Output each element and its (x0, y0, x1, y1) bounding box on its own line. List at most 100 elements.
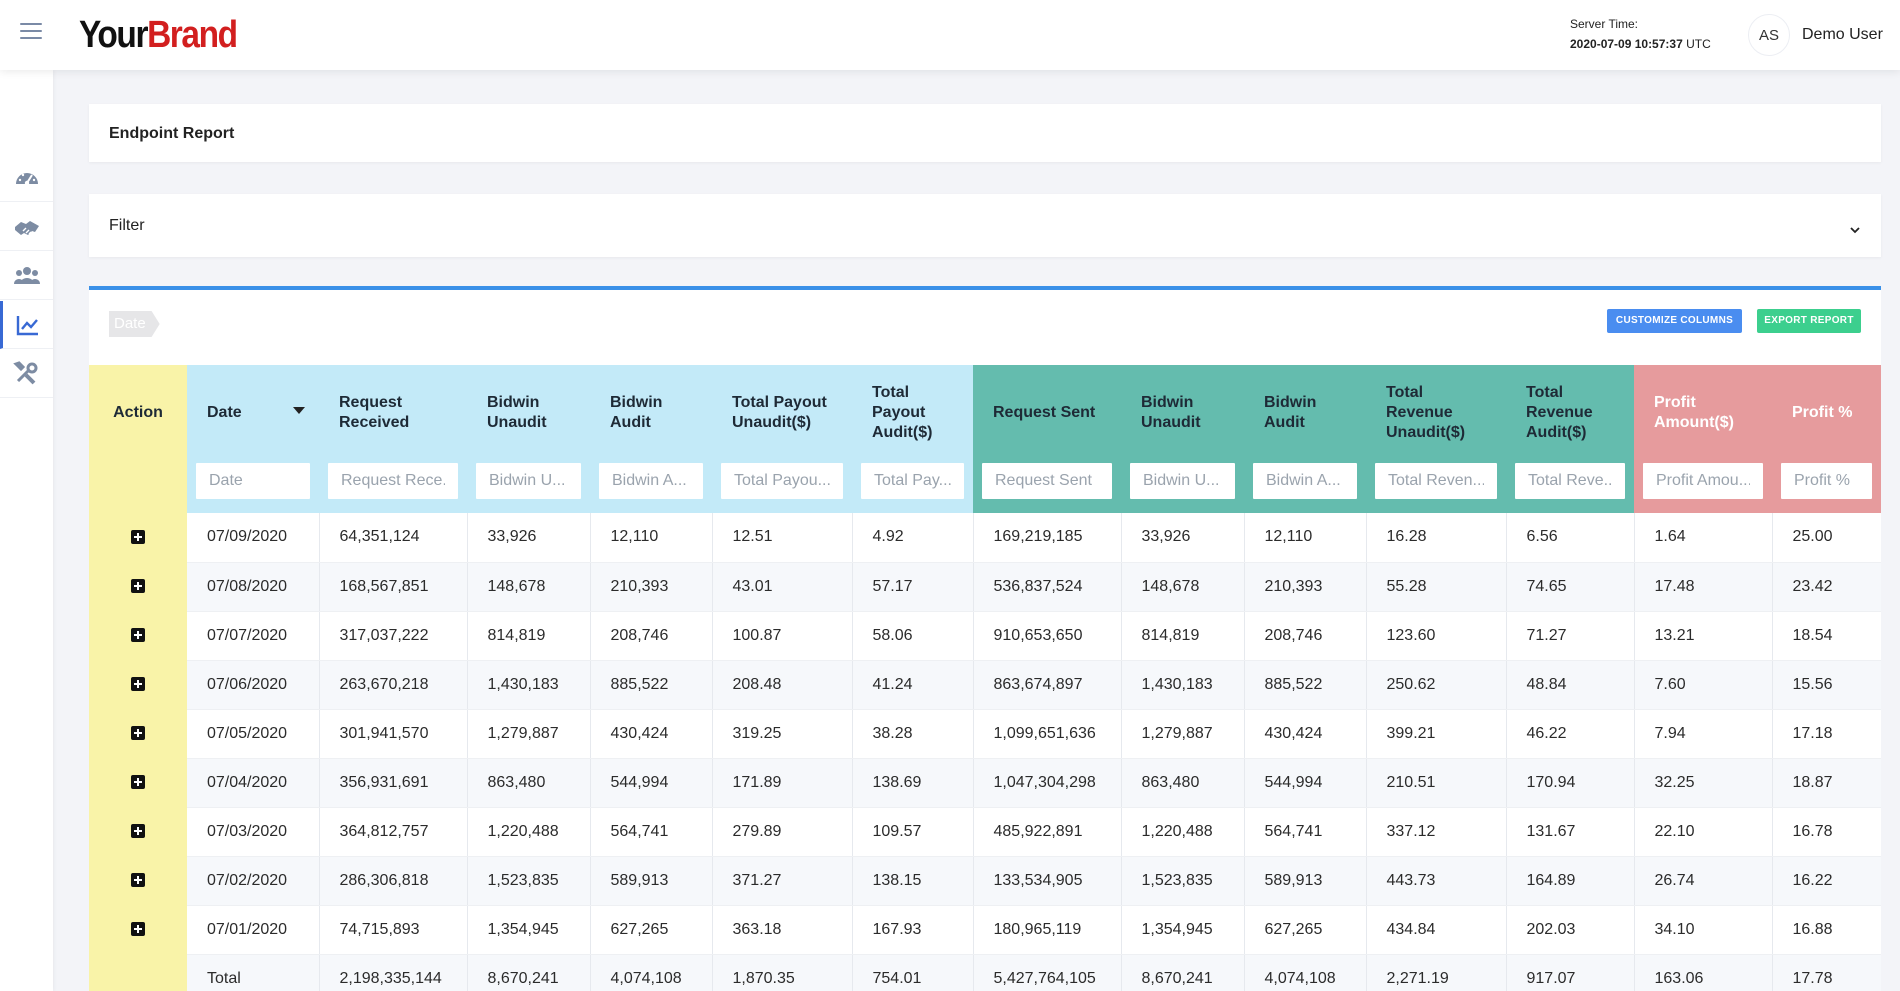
table-cell: 07/09/2020 (187, 513, 320, 563)
sidebar-item-reports[interactable] (0, 301, 53, 349)
table-cell: 319.25 (712, 709, 853, 759)
col-header-bidwin-audit[interactable]: Bidwin Audit (590, 365, 712, 461)
chevron-down-icon[interactable] (1847, 222, 1863, 238)
action-cell (89, 660, 187, 709)
sidebar-item-users[interactable] (0, 252, 53, 300)
table-cell: 23.42 (1772, 562, 1881, 612)
avatar[interactable]: AS (1748, 14, 1790, 56)
export-report-button[interactable]: EXPORT REPORT (1757, 309, 1861, 333)
table-cell: 15.56 (1772, 660, 1881, 710)
table-cell: 814,819 (467, 611, 591, 661)
expand-row-plus-icon[interactable] (131, 922, 145, 937)
filter-input-profit-percent[interactable] (1781, 463, 1872, 499)
filter-input-profit-amount[interactable] (1643, 463, 1763, 499)
table-cell: 07/04/2020 (187, 758, 320, 808)
filter-input-total-payout-audit[interactable] (861, 463, 964, 499)
table-cell: 109.57 (852, 807, 974, 857)
col-header-total-payout-audit[interactable]: Total Payout Audit($) (852, 365, 973, 461)
table-cell: 07/07/2020 (187, 611, 320, 661)
table-cell: 627,265 (590, 905, 713, 955)
table-cell: 363.18 (712, 905, 853, 955)
users-icon (13, 266, 40, 284)
filter-card[interactable]: Filter (89, 194, 1881, 257)
table-cell: 1,523,835 (467, 856, 591, 906)
col-header-total-revenue-unaudit[interactable]: Total Revenue Unaudit($) (1366, 365, 1506, 461)
table-cell: 286,306,818 (319, 856, 468, 906)
filter-row (89, 461, 1881, 513)
expand-row-plus-icon[interactable] (131, 579, 145, 594)
expand-row-plus-icon[interactable] (131, 677, 145, 692)
expand-row-plus-icon[interactable] (131, 873, 145, 888)
customize-columns-button[interactable]: CUSTOMIZE COLUMNS (1607, 309, 1742, 333)
col-header-request-received[interactable]: Request Received (319, 365, 467, 461)
action-cell (89, 513, 187, 562)
table-cell: 1,220,488 (467, 807, 591, 857)
table-cell: 07/06/2020 (187, 660, 320, 710)
expand-row-plus-icon[interactable] (131, 628, 145, 643)
user-name[interactable]: Demo User (1802, 26, 1883, 43)
table-cell: 371.27 (712, 856, 853, 906)
handshake-icon (14, 220, 39, 235)
filter-input-total-revenue-unaudit[interactable] (1375, 463, 1497, 499)
filter-cell-action (89, 461, 187, 513)
table-cell: 38.28 (852, 709, 974, 759)
brand-logo[interactable]: YourBrand (79, 14, 238, 57)
filter-input-bidwin-unaudit-sent[interactable] (1130, 463, 1235, 499)
expand-row-plus-icon[interactable] (131, 824, 145, 839)
col-header-date-label: Date (207, 404, 242, 421)
table-cell: 26.74 (1634, 856, 1773, 906)
table-cell: 208,746 (590, 611, 713, 661)
server-time: Server Time: 2020-07-09 10:57:37 UTC (1570, 14, 1711, 54)
table-cell: 16.88 (1772, 905, 1881, 955)
filter-input-total-payout-unaudit[interactable] (721, 463, 843, 499)
filter-input-request-received[interactable] (328, 463, 458, 499)
sidebar-item-dashboard[interactable] (0, 154, 53, 202)
table-row: 07/04/2020 356,931,691 863,480 544,994 171.8… (89, 758, 1881, 808)
table-cell: 17.78 (1772, 954, 1881, 991)
filter-input-bidwin-audit-sent[interactable] (1253, 463, 1357, 499)
table-cell: 4.92 (852, 513, 974, 563)
expand-row-plus-icon[interactable] (131, 530, 145, 545)
col-header-profit-percent[interactable]: Profit % (1772, 365, 1881, 461)
col-header-bidwin-unaudit-sent[interactable]: Bidwin Unaudit (1121, 365, 1244, 461)
table-cell: 210.51 (1366, 758, 1507, 808)
table-cell: 1,354,945 (467, 905, 591, 955)
table-cell: 5,427,764,105 (973, 954, 1122, 991)
sidebar-item-deals[interactable] (0, 203, 53, 251)
col-header-profit-amount[interactable]: Profit Amount($) (1634, 365, 1772, 461)
table-cell: 25.00 (1772, 513, 1881, 563)
col-header-request-sent[interactable]: Request Sent (973, 365, 1121, 461)
table-cell: 1,279,887 (467, 709, 591, 759)
brand-part1: Your (79, 14, 148, 56)
table-cell: 7.94 (1634, 709, 1773, 759)
expand-row-plus-icon[interactable] (131, 726, 145, 741)
sort-desc-icon[interactable] (293, 407, 305, 414)
filter-input-request-sent[interactable] (982, 463, 1112, 499)
table-cell: 12.51 (712, 513, 853, 563)
table-cell: 4,074,108 (1244, 954, 1367, 991)
user-menu[interactable]: AS Demo User (1748, 14, 1883, 56)
col-header-total-revenue-audit[interactable]: Total Revenue Audit($) (1506, 365, 1634, 461)
hamburger-menu-icon[interactable] (20, 23, 42, 41)
filter-label: Filter (109, 217, 145, 234)
date-group-chip[interactable]: Date (109, 311, 160, 337)
filter-input-bidwin-unaudit[interactable] (476, 463, 581, 499)
table-cell: 202.03 (1506, 905, 1635, 955)
expand-row-plus-icon[interactable] (131, 775, 145, 790)
table-cell: 430,424 (590, 709, 713, 759)
col-header-bidwin-audit-sent[interactable]: Bidwin Audit (1244, 365, 1366, 461)
filter-input-bidwin-audit[interactable] (599, 463, 703, 499)
col-header-bidwin-unaudit[interactable]: Bidwin Unaudit (467, 365, 590, 461)
table-cell: 07/08/2020 (187, 562, 320, 612)
action-cell (89, 905, 187, 954)
table-cell: Total (187, 954, 320, 991)
sidebar-item-tools[interactable] (0, 350, 53, 398)
action-cell (89, 758, 187, 807)
table-cell: 41.24 (852, 660, 974, 710)
col-header-total-payout-unaudit[interactable]: Total Payout Unaudit($) (712, 365, 852, 461)
table-cell: 17.48 (1634, 562, 1773, 612)
table-cell: 07/05/2020 (187, 709, 320, 759)
col-header-date[interactable]: Date (187, 365, 319, 461)
filter-input-date[interactable] (196, 463, 310, 499)
filter-input-total-revenue-audit[interactable] (1515, 463, 1625, 499)
